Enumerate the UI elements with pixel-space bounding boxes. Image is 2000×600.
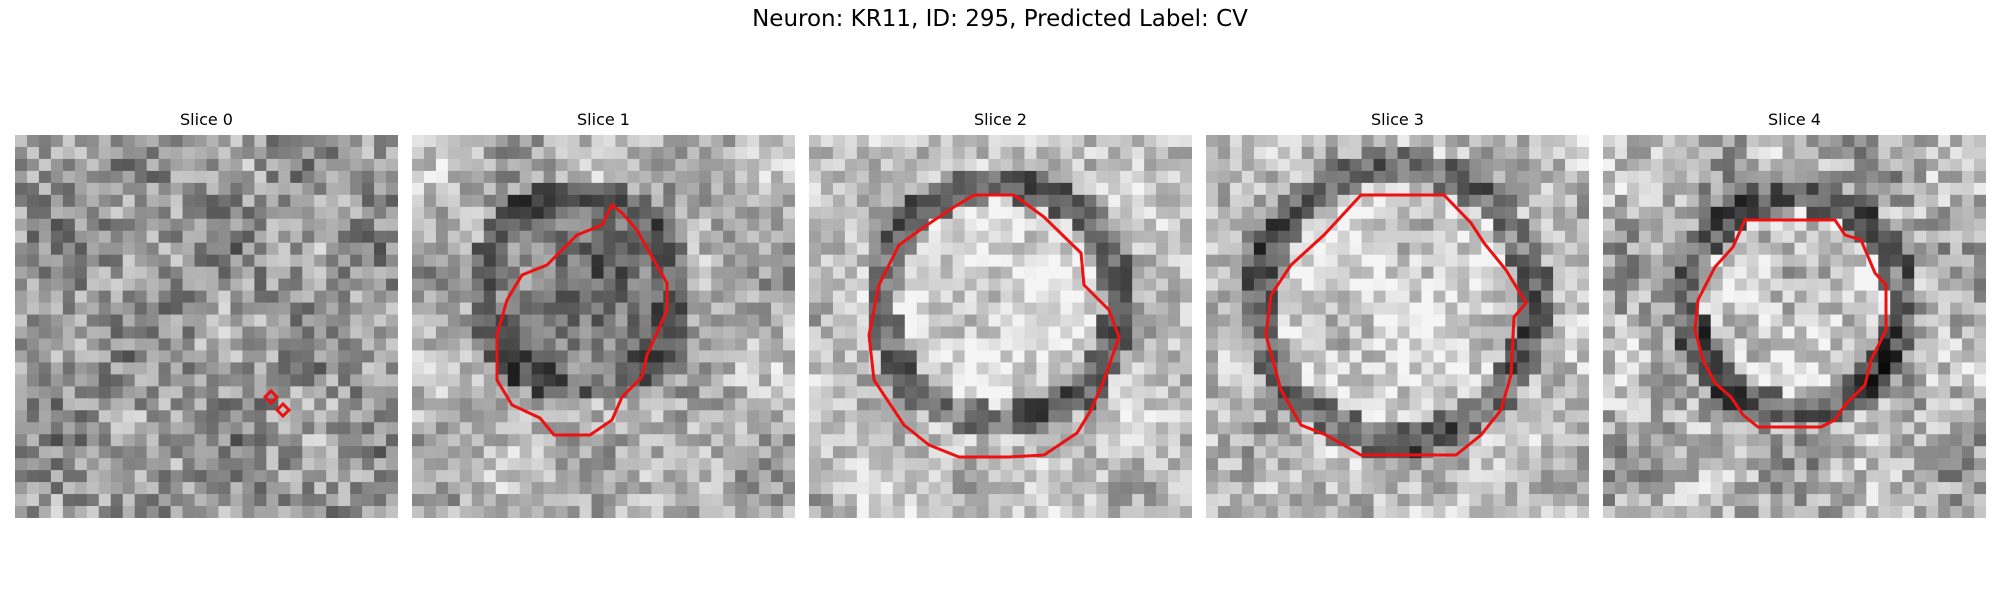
- slice-title: Slice 0: [180, 110, 233, 129]
- roi-contour: [867, 193, 1121, 459]
- slice-panel-0: Slice 0: [15, 108, 398, 518]
- slice-panel-2: Slice 2: [809, 108, 1192, 518]
- slice-title: Slice 3: [1371, 110, 1424, 129]
- roi-contour: [262, 388, 292, 419]
- roi-contour: [1264, 193, 1528, 457]
- roi-contour: [1693, 218, 1888, 429]
- slice-panel-3: Slice 3: [1206, 108, 1589, 518]
- slice-image-2: [809, 135, 1192, 518]
- slice-title: Slice 1: [577, 110, 630, 129]
- slice-panel-4: Slice 4: [1603, 108, 1986, 518]
- slice-image-4: [1603, 135, 1986, 518]
- slice-image-3: [1206, 135, 1589, 518]
- slice-image-0: [15, 135, 398, 518]
- figure-title: Neuron: KR11, ID: 295, Predicted Label: …: [752, 6, 1248, 32]
- slice-panel-1: Slice 1: [412, 108, 795, 518]
- slice-image-1: [412, 135, 795, 518]
- roi-contour: [495, 202, 669, 437]
- slice-title: Slice 2: [974, 110, 1027, 129]
- slice-title: Slice 4: [1768, 110, 1821, 129]
